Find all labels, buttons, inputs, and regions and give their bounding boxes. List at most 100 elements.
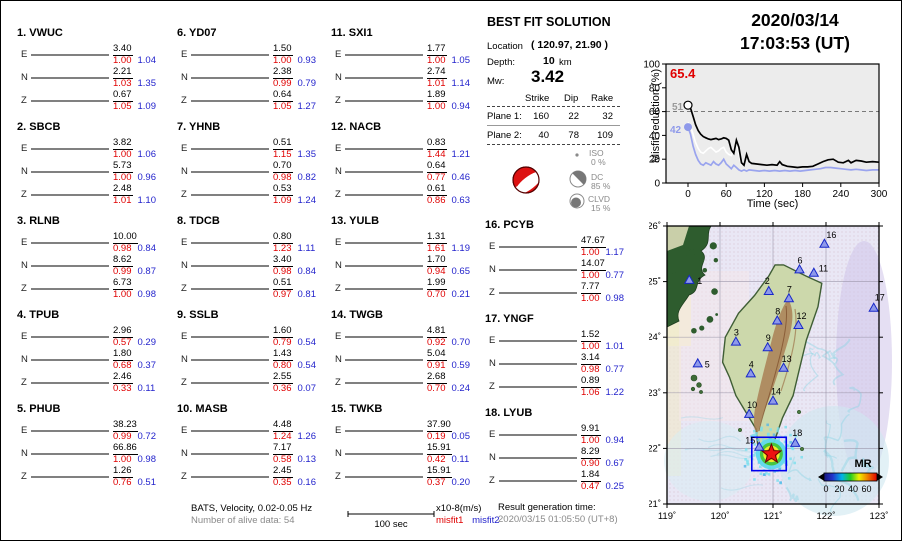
misfit1-value: 1.05 xyxy=(273,100,292,112)
waveform-trace xyxy=(191,193,269,196)
svg-text:180: 180 xyxy=(794,189,811,200)
station-number: 15 xyxy=(745,436,755,446)
mr-grid-cell xyxy=(772,433,776,437)
misfit1-value: 0.42 xyxy=(427,453,446,465)
mr-grid-cell xyxy=(783,461,787,464)
waveform-trace xyxy=(499,339,577,342)
channel-label: E xyxy=(335,49,342,60)
station-number: 17 xyxy=(875,293,885,303)
channel-label: E xyxy=(335,425,342,436)
svg-text:42: 42 xyxy=(670,125,682,136)
waveform-row-z: Z 7.771.00 0.98 xyxy=(485,281,639,304)
misfit1-value: 1.00 xyxy=(427,100,446,112)
waveform-row-z: Z 0.510.97 0.81 xyxy=(177,277,331,300)
waveform-row-e: E 1.311.61 1.19 xyxy=(331,231,485,254)
iso-label: ISO xyxy=(589,148,604,158)
channel-label: Z xyxy=(335,377,341,388)
misfit2-value: 0.81 xyxy=(297,288,317,300)
waveform-row-e: E 47.671.00 1.17 xyxy=(485,235,639,258)
mr-grid-cell xyxy=(749,455,753,458)
waveform-trace xyxy=(191,170,269,173)
station-title: 4. TPUB xyxy=(17,309,60,321)
misfit2-value: 0.94 xyxy=(451,100,471,112)
misfit2-value: 0.51 xyxy=(137,476,157,488)
mr-grid-cell xyxy=(791,447,795,451)
station-marker-tdcb xyxy=(771,315,783,325)
svg-text:20: 20 xyxy=(834,484,844,494)
waveform-trace xyxy=(31,452,109,455)
misfit2-value: 0.98 xyxy=(605,292,625,304)
waveform-row-z: Z 0.671.05 1.09 xyxy=(17,89,171,112)
station-number: 16 xyxy=(826,230,836,240)
svg-text:100: 100 xyxy=(643,60,660,71)
station-title: 10. MASB xyxy=(177,403,228,415)
station-title: 1. VWUC xyxy=(17,27,63,39)
station-number: 13 xyxy=(782,354,792,364)
clvd-label: CLVD xyxy=(588,194,611,204)
misfit2-value: 0.84 xyxy=(297,265,317,277)
waveform-column-3: 11. SXI1 E 1.771.00 1.05 N 2.741.01 1.14 Z 1.891… xyxy=(331,23,485,493)
misfit2-value: 1.26 xyxy=(297,430,317,442)
misfit2-value: 0.05 xyxy=(451,430,471,442)
misfit2-value: 0.79 xyxy=(297,77,317,89)
misfit1-value: 1.15 xyxy=(273,148,292,160)
channel-label: N xyxy=(181,166,188,177)
mr-grid-cell xyxy=(746,461,749,465)
station-title: 13. YULB xyxy=(331,215,380,227)
misfit2-value: 0.65 xyxy=(451,265,471,277)
misfit2-value: 0.37 xyxy=(137,359,157,371)
waveform-row-n: N 5.040.91 0.59 xyxy=(331,348,485,371)
misfit1-value: 0.36 xyxy=(273,382,292,394)
waveform-trace xyxy=(345,241,423,244)
waveform-trace xyxy=(31,381,109,384)
channel-label: E xyxy=(489,429,496,440)
waveform-row-e: E 1.521.00 1.01 xyxy=(485,329,639,352)
station-number: 6 xyxy=(798,255,803,265)
channel-label: E xyxy=(335,331,342,342)
dc-icon xyxy=(569,170,587,188)
station-title: 7. YHNB xyxy=(177,121,221,133)
map-xtick: 119˚ xyxy=(658,511,676,522)
mr-grid-cell xyxy=(756,438,760,442)
waveform-trace xyxy=(499,268,577,271)
plane1-label: Plane 1: xyxy=(487,111,522,122)
mr-grid-cell xyxy=(776,427,780,430)
waveform-column-4: 16. PCYB E 47.671.00 1.17 N 14.071.00 0.77 Z 7.7… xyxy=(485,215,639,497)
map-ytick: 23˚ xyxy=(649,388,661,399)
misfit1-value: 1.00 xyxy=(113,148,132,160)
waveform-row-n: N 3.140.98 0.77 xyxy=(485,352,639,375)
misfit2-value: 0.94 xyxy=(605,434,625,446)
waveform-trace xyxy=(31,264,109,267)
station-number: 12 xyxy=(796,311,806,321)
misfit2-value: 1.24 xyxy=(297,194,317,206)
station-number: 1 xyxy=(697,276,702,286)
location-value: ( 120.97, 21.90 ) xyxy=(531,39,609,51)
station-block-pcyb: 16. PCYB E 47.671.00 1.17 N 14.071.00 0.77 Z 7.7… xyxy=(485,215,639,309)
station-number: 8 xyxy=(775,307,780,317)
mr-grid-cell xyxy=(767,473,771,476)
series-secondary-blue xyxy=(687,126,879,173)
mr-grid-cell xyxy=(759,472,763,476)
mr-grid-cell xyxy=(754,451,757,455)
misfit1-value: 1.00 xyxy=(581,246,600,258)
waveform-row-z: Z 0.531.09 1.24 xyxy=(177,183,331,206)
misfit2-value: 0.54 xyxy=(297,336,317,348)
svg-text:20: 20 xyxy=(649,155,661,166)
mr-grid-cell xyxy=(759,465,762,469)
depth-unit: km xyxy=(559,57,572,68)
misfit1-value: 1.23 xyxy=(273,242,292,254)
mr-grid-cell xyxy=(793,461,796,465)
channel-label: N xyxy=(489,358,496,369)
map-ytick: 22˚ xyxy=(649,443,661,454)
misfit1-value: 0.47 xyxy=(581,480,600,492)
start-marker xyxy=(683,123,692,132)
waveform-row-e: E 2.960.57 0.29 xyxy=(17,325,171,348)
plane2-strike: 40 xyxy=(538,130,549,141)
waveform-row-z: Z 6.731.00 0.98 xyxy=(17,277,171,300)
station-title: 5. PHUB xyxy=(17,403,61,415)
misfit1-value: 1.09 xyxy=(273,194,292,206)
misfit1-value: 1.00 xyxy=(581,434,600,446)
mr-grid-cell xyxy=(776,479,779,482)
waveform-trace xyxy=(191,335,269,338)
